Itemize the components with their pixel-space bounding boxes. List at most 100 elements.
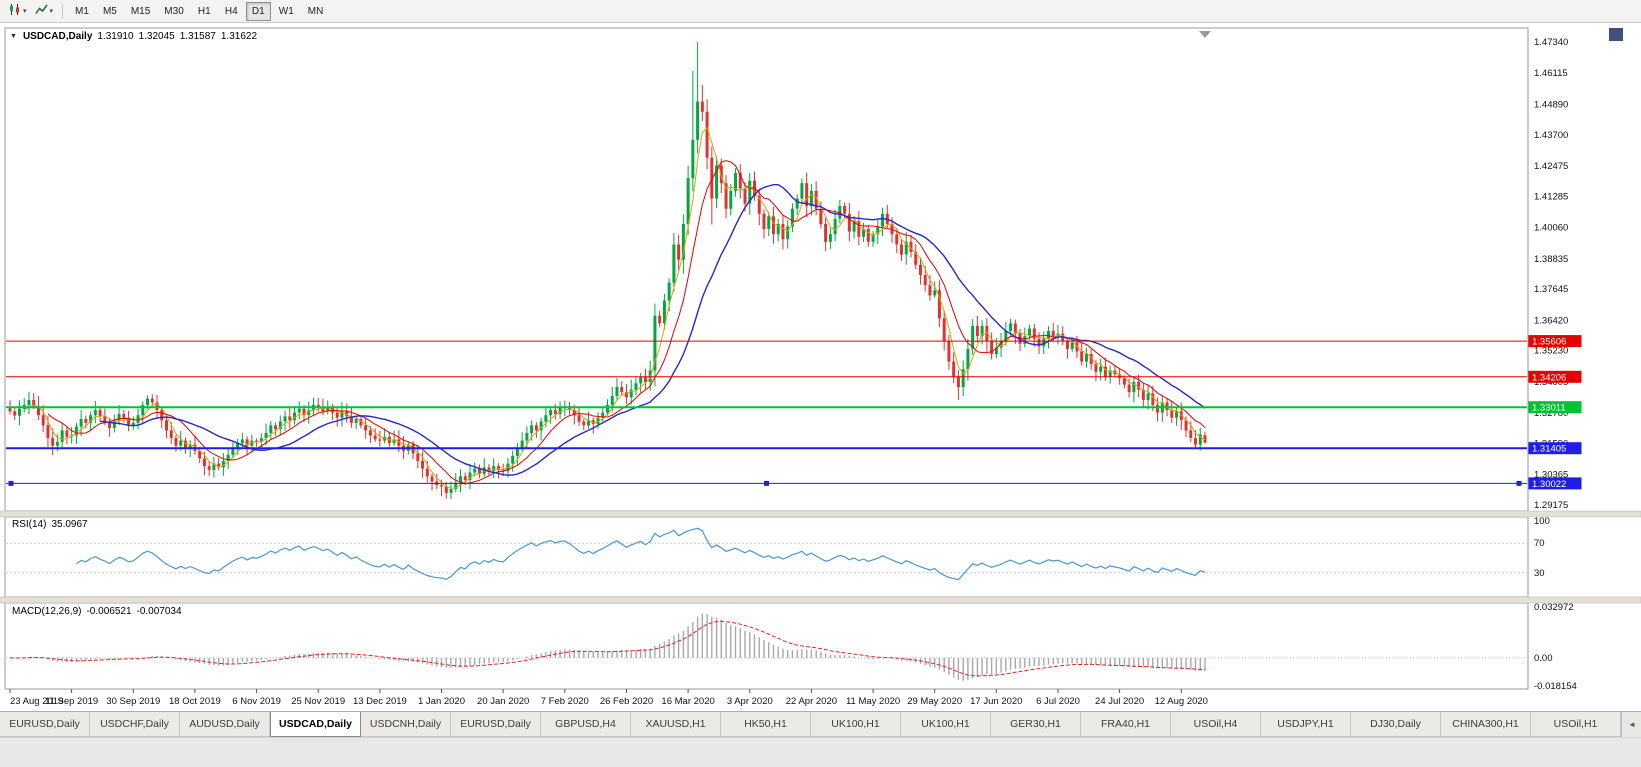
tab-xauusd-h1[interactable]: XAUUSD,H1 xyxy=(631,712,721,737)
timeframe-h4-button[interactable]: H4 xyxy=(219,2,244,21)
svg-text:1.34206: 1.34206 xyxy=(1532,372,1566,383)
timeframe-m1-button[interactable]: M1 xyxy=(69,2,95,21)
tab-usoil-h1[interactable]: USOil,H1 xyxy=(1531,712,1621,737)
hline-handle[interactable] xyxy=(1516,480,1522,486)
tab-usdjpy-h1[interactable]: USDJPY,H1 xyxy=(1261,712,1351,737)
tab-gbpusd-h4[interactable]: GBPUSD,H4 xyxy=(541,712,631,737)
moving-average-9-line xyxy=(47,160,1206,484)
price-tag-1.33011 xyxy=(1528,401,1582,414)
indicators-button[interactable]: ▾ xyxy=(31,2,58,21)
price-tick-label: 1.46115 xyxy=(1534,68,1568,79)
tab-usdchf-daily[interactable]: USDCHF,Daily xyxy=(90,712,180,737)
date-label: 7 Feb 2020 xyxy=(541,696,589,707)
chart-canvas[interactable]: 1.47340 1.46115 1.44890 1.43700 1.42475 1.412… xyxy=(0,23,1641,711)
status-bar xyxy=(0,737,1641,767)
line-chart-icon xyxy=(34,3,48,19)
price-tick-label: 1.32780 xyxy=(1534,408,1568,419)
axis-corner-button[interactable] xyxy=(1609,28,1623,41)
price-tick-label: 1.44890 xyxy=(1534,99,1568,110)
rsi-line xyxy=(76,527,1206,581)
chart-tab-bar: EURUSD,Daily USDCHF,Daily AUDUSD,Daily USDC… xyxy=(0,711,1641,737)
tab-hk50-h1[interactable]: HK50,H1 xyxy=(721,712,811,737)
dropdown-arrow-icon: ▾ xyxy=(23,7,27,15)
timeframe-m5-button[interactable]: M5 xyxy=(97,2,123,21)
date-label: 30 Sep 2019 xyxy=(106,696,160,707)
price-tag-1.30022 xyxy=(1528,477,1582,490)
date-label: 13 Dec 2019 xyxy=(353,696,407,707)
date-label: 24 Jul 2020 xyxy=(1095,696,1144,707)
date-label: 6 Jul 2020 xyxy=(1036,696,1080,707)
date-label: 25 Nov 2019 xyxy=(291,696,345,707)
svg-text:1.33011: 1.33011 xyxy=(1532,403,1566,414)
price-tick-label: 1.40060 xyxy=(1534,223,1568,234)
macd-tick-label: 0.032972 xyxy=(1534,602,1574,613)
date-label: 6 Nov 2019 xyxy=(232,696,281,707)
date-label: 16 Mar 2020 xyxy=(661,696,714,707)
timeframe-buttons: M1 M5 M15 M30 H1 H4 D1 W1 MN xyxy=(68,1,330,21)
date-label: 1 Jan 2020 xyxy=(418,696,465,707)
svg-text:1.30022: 1.30022 xyxy=(1532,479,1566,490)
price-tag-1.34206 xyxy=(1528,370,1582,383)
price-tick-label: 1.43700 xyxy=(1534,130,1568,141)
date-label: 29 May 2020 xyxy=(907,696,962,707)
dropdown-arrow-icon: ▾ xyxy=(49,7,54,15)
date-label: 23 Aug 2019 xyxy=(10,696,63,707)
rsi-tick-label: 100 xyxy=(1534,516,1550,527)
tab-usoil-h4[interactable]: USOil,H4 xyxy=(1171,712,1261,737)
tab-usdcad-daily[interactable]: USDCAD,Daily xyxy=(270,712,361,737)
tab-eurusd-daily[interactable]: EURUSD,Daily xyxy=(0,712,90,737)
tab-dj30-daily[interactable]: DJ30,Daily xyxy=(1351,712,1441,737)
timeframe-d1-button[interactable]: D1 xyxy=(245,1,271,21)
hline-handle[interactable] xyxy=(8,480,14,486)
panel-separator-2[interactable] xyxy=(0,596,1641,604)
rsi-tick-label: 30 xyxy=(1534,568,1545,579)
panel-separator-1[interactable] xyxy=(0,510,1641,518)
tab-fra40-h1[interactable]: FRA40,H1 xyxy=(1081,712,1171,737)
price-tag-1.31405 xyxy=(1528,442,1582,455)
price-tick-label: 1.36420 xyxy=(1534,315,1568,326)
toolbar-separator xyxy=(62,3,64,19)
candlestick-chart-icon xyxy=(8,3,21,19)
date-label: 22 Apr 2020 xyxy=(786,696,837,707)
tab-china300-h1[interactable]: CHINA300,H1 xyxy=(1441,712,1531,737)
tab-uk100-h1[interactable]: UK100,H1 xyxy=(811,712,901,737)
price-tick-label: 1.37645 xyxy=(1534,284,1568,295)
macd-signal-line xyxy=(9,620,1206,677)
tabs-container: EURUSD,Daily USDCHF,Daily AUDUSD,Daily USDC… xyxy=(0,712,1621,737)
hline-handle[interactable] xyxy=(764,480,769,486)
timeframe-m30-button[interactable]: M30 xyxy=(158,2,189,21)
timeframe-m15-button[interactable]: M15 xyxy=(125,2,156,21)
tab-usdcnh-daily[interactable]: USDCNH,Daily xyxy=(361,712,451,737)
macd-panel[interactable] xyxy=(4,602,1529,690)
chart-shift-marker[interactable] xyxy=(1199,31,1211,38)
macd-tick-label: -0.018154 xyxy=(1534,681,1577,692)
date-label: 17 Jun 2020 xyxy=(970,696,1022,707)
date-label: 3 Apr 2020 xyxy=(727,696,773,707)
moving-average-20-line xyxy=(100,183,1206,476)
chart-area: 1.47340 1.46115 1.44890 1.43700 1.42475 1.412… xyxy=(0,23,1641,711)
price-tick-label: 1.38835 xyxy=(1534,254,1568,265)
tab-scroll-left-button[interactable]: ◄ xyxy=(1621,712,1641,737)
timeframe-w1-button[interactable]: W1 xyxy=(273,2,300,21)
timeframe-mn-button[interactable]: MN xyxy=(302,2,330,21)
tab-ger30-h1[interactable]: GER30,H1 xyxy=(991,712,1081,737)
date-label: 11 Sep 2019 xyxy=(45,696,98,707)
date-label: 18 Oct 2019 xyxy=(169,696,221,707)
chart-type-button[interactable]: ▾ xyxy=(4,2,31,21)
tab-audusd-daily[interactable]: AUDUSD,Daily xyxy=(180,712,270,737)
timeframe-h1-button[interactable]: H1 xyxy=(192,2,217,21)
tab-uk100-h1[interactable]: UK100,H1 xyxy=(901,712,991,737)
moving-average-4-line xyxy=(23,126,1206,489)
price-tick-label: 1.42475 xyxy=(1534,161,1568,172)
price-tag-1.35606 xyxy=(1528,335,1582,348)
price-tick-label: 1.41285 xyxy=(1534,191,1568,202)
candlestick-series xyxy=(8,42,1207,500)
rsi-tick-label: 70 xyxy=(1534,538,1545,549)
main-price-panel[interactable] xyxy=(4,27,1529,512)
price-tick-label: 1.47340 xyxy=(1534,37,1568,48)
price-tick-label: 1.29175 xyxy=(1534,500,1568,511)
date-label: 12 Aug 2020 xyxy=(1155,696,1208,707)
tab-eurusd-daily[interactable]: EURUSD,Daily xyxy=(451,712,541,737)
svg-text:1.35606: 1.35606 xyxy=(1532,337,1566,348)
